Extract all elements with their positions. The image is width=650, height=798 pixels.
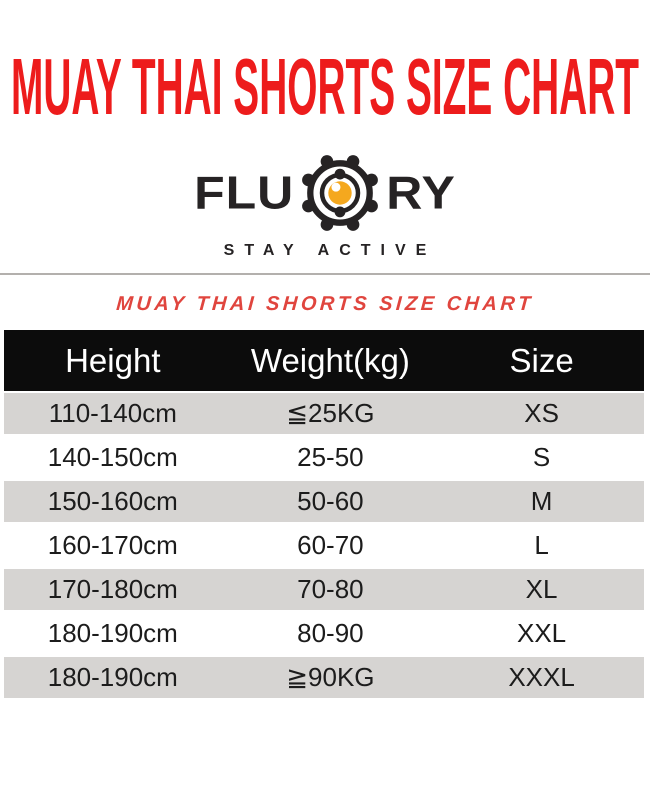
height-cell: 170-180cm: [47, 574, 178, 604]
tagline-word: ACTIVE: [317, 242, 437, 259]
brand-name-right: RY: [386, 167, 456, 219]
weight-cell: 80-90: [297, 618, 364, 648]
size-table-header: Height Weight(kg) Size: [4, 330, 644, 391]
size-cell: S: [532, 442, 551, 472]
weight-cell: 50-60: [297, 486, 364, 516]
size-table-body: 110-140cm ≦25KG XS 140-150cm 25-50 S 150…: [4, 391, 644, 701]
height-cell: 150-160cm: [47, 486, 178, 516]
height-cell: 160-170cm: [47, 530, 178, 560]
brand-logo: FLU RY: [0, 148, 650, 260]
size-table-row: 180-190cm 80-90 XXL: [4, 613, 644, 657]
weight-cell: ≧90KG: [286, 662, 375, 692]
size-cell: XXL: [517, 618, 567, 648]
height-cell: 180-190cm: [47, 662, 178, 692]
size-cell: XL: [525, 574, 558, 604]
size-table-row: 150-160cm 50-60 M: [4, 481, 644, 525]
size-table: Height Weight(kg) Size 110-140cm ≦25KG X…: [4, 330, 644, 701]
page-title: MUAY THAI SHORTS SIZE CHART: [11, 48, 639, 124]
size-table-row: 180-190cm ≧90KG XXXL: [4, 657, 644, 701]
col-header-weight: Weight(kg): [250, 341, 410, 379]
size-cell: XXXL: [508, 662, 575, 692]
size-chart-image: MUAY THAI SHORTS SIZE CHART FLU: [0, 48, 650, 798]
brand-name-left: FLU: [194, 167, 295, 219]
height-cell: 180-190cm: [47, 618, 178, 648]
size-table-row: 160-170cm 60-70 L: [4, 525, 644, 569]
weight-cell: 60-70: [297, 530, 364, 560]
size-cell: L: [534, 530, 549, 560]
size-table-row: 140-150cm 25-50 S: [4, 437, 644, 481]
tagline-word: STAY: [223, 242, 304, 259]
weight-cell: ≦25KG: [286, 398, 375, 428]
col-header-height: Height: [65, 341, 161, 379]
section-divider: [0, 273, 650, 275]
table-caption: MUAY THAI SHORTS SIZE CHART: [115, 293, 535, 315]
size-cell: XS: [524, 398, 559, 428]
brand-wordmark: FLU RY: [194, 148, 456, 238]
size-cell: M: [530, 486, 553, 516]
gear-eye-icon: [302, 155, 379, 231]
brand-tagline: STAY ACTIVE: [224, 242, 427, 260]
weight-cell: 70-80: [297, 574, 364, 604]
weight-cell: 25-50: [297, 442, 364, 472]
size-table-row: 110-140cm ≦25KG XS: [4, 393, 644, 437]
height-cell: 110-140cm: [48, 398, 177, 428]
size-table-row: 170-180cm 70-80 XL: [4, 569, 644, 613]
page-title-text: MUAY THAI SHORTS SIZE CHART: [11, 48, 639, 124]
height-cell: 140-150cm: [47, 442, 178, 472]
col-header-size: Size: [509, 341, 574, 379]
